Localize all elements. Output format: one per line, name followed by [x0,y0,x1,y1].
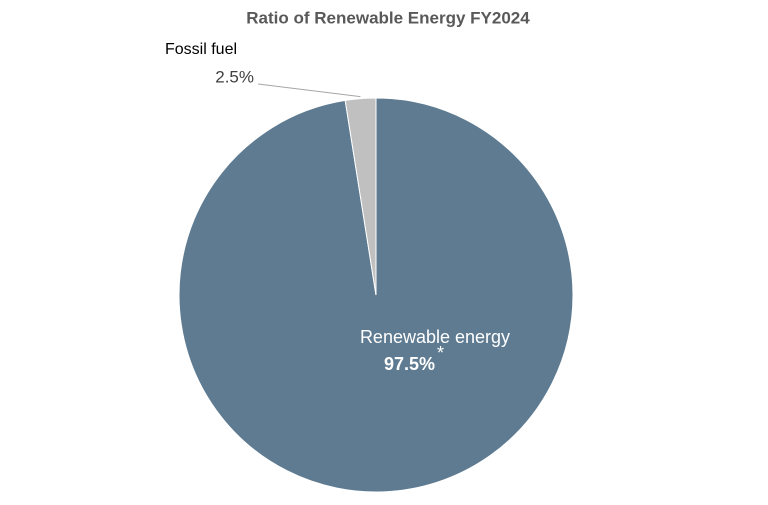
annotation: * [437,343,444,363]
leader-line [257,83,361,98]
pie-slice [344,97,377,296]
value-label: 97.5% [384,354,435,374]
value-label: 2.5% [215,67,254,86]
category-label: Renewable energy [360,327,510,347]
chart-title: Ratio of Renewable Energy FY2024 [246,8,530,27]
category-label: Fossil fuel [165,41,237,58]
